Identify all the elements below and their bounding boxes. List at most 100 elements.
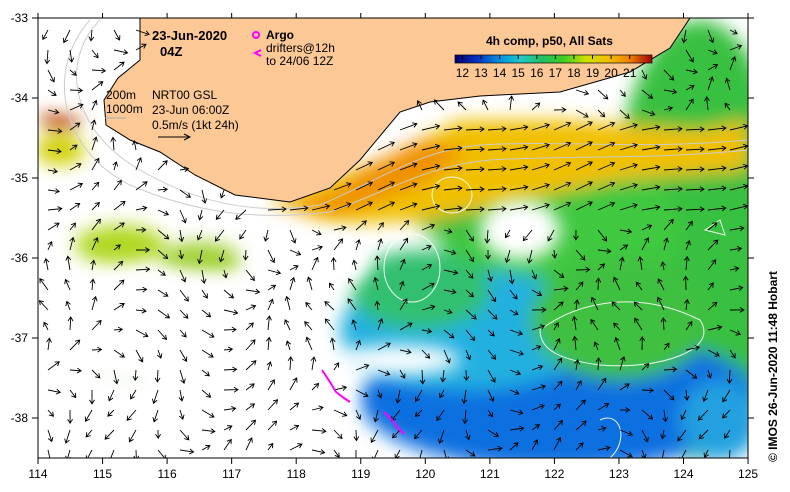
current-arrow — [311, 405, 324, 412]
current-arrow — [641, 144, 661, 151]
current-arrow — [223, 326, 237, 333]
current-arrow — [414, 429, 423, 440]
contour-1000m-label: 1000m — [106, 102, 143, 116]
current-arrow — [304, 321, 313, 331]
current-arrow — [223, 406, 237, 412]
current-arrow — [67, 409, 73, 425]
current-arrow — [91, 218, 101, 231]
current-arrow — [113, 61, 125, 71]
current-arrow — [509, 204, 529, 211]
current-arrow — [201, 349, 214, 358]
current-arrow — [419, 369, 426, 385]
colorbar-tick-label: 20 — [604, 66, 618, 80]
current-arrow — [179, 369, 186, 385]
current-arrow — [133, 449, 140, 458]
current-arrow — [465, 349, 472, 361]
current-arrow — [421, 282, 435, 291]
current-arrow — [663, 389, 675, 401]
current-arrow — [333, 449, 340, 458]
current-arrow — [619, 143, 639, 151]
current-arrow — [575, 121, 593, 131]
current-arrow — [377, 221, 384, 231]
current-arrow — [619, 449, 633, 458]
current-arrow — [355, 339, 362, 351]
current-arrow — [267, 399, 279, 411]
current-arrow — [91, 136, 98, 151]
current-arrow — [531, 364, 544, 371]
current-arrow — [62, 29, 71, 44]
current-arrow — [287, 356, 294, 371]
current-arrow — [201, 329, 215, 338]
current-arrow — [245, 383, 255, 391]
current-arrow — [421, 328, 433, 334]
current-arrow — [179, 209, 187, 224]
current-arrow — [597, 201, 616, 211]
current-arrow — [371, 449, 379, 458]
current-arrow — [289, 402, 300, 411]
current-arrow — [47, 240, 53, 251]
current-arrow — [531, 424, 540, 431]
y-tick-label: -33 — [11, 11, 29, 25]
x-tick-label: 114 — [28, 467, 47, 481]
current-arrow — [201, 369, 211, 377]
current-arrow — [575, 399, 586, 411]
current-arrow — [157, 269, 166, 276]
current-arrow — [531, 203, 551, 211]
colorbar-tick-label: 19 — [586, 66, 600, 80]
current-arrow — [553, 161, 572, 171]
current-arrow — [157, 249, 169, 260]
current-arrow — [707, 63, 719, 71]
current-arrow — [305, 336, 313, 351]
current-arrow — [65, 255, 72, 271]
current-arrow — [355, 449, 357, 458]
current-arrow — [487, 429, 500, 437]
current-arrow — [310, 356, 317, 371]
current-scale-label: 0.5m/s (1kt 24h) — [152, 118, 239, 132]
current-arrow — [88, 29, 95, 42]
current-arrow — [394, 449, 401, 458]
current-arrow — [436, 409, 445, 422]
current-arrow — [214, 229, 225, 242]
current-arrow — [135, 226, 147, 233]
current-arrow — [597, 248, 612, 254]
current-arrow — [575, 161, 593, 171]
current-arrow — [289, 424, 300, 431]
current-arrow — [575, 442, 584, 451]
current-arrow — [575, 281, 584, 291]
current-time-label: 23-Jun 06:00Z — [152, 103, 230, 117]
current-arrow — [531, 143, 551, 151]
current-arrow — [132, 139, 138, 151]
current-arrow — [482, 99, 489, 111]
current-arrow — [267, 206, 287, 213]
current-arrow — [641, 449, 647, 458]
current-arrow — [399, 162, 418, 171]
current-arrow — [685, 345, 701, 351]
current-arrow — [707, 165, 727, 172]
current-arrow — [575, 420, 587, 431]
current-arrow — [531, 345, 542, 351]
colorbar-tick-label: 17 — [549, 66, 563, 80]
current-arrow — [373, 276, 379, 291]
current-arrow — [443, 249, 457, 256]
current-arrow — [179, 349, 188, 363]
current-arrow — [726, 369, 733, 384]
current-arrow — [47, 361, 60, 371]
current-arrow — [611, 301, 621, 311]
current-arrow — [311, 229, 322, 236]
current-arrow — [707, 324, 723, 331]
current-arrow — [421, 123, 441, 131]
current-arrow — [201, 444, 211, 451]
current-arrow — [639, 336, 646, 351]
current-arrow — [333, 429, 343, 440]
current-arrow — [38, 299, 49, 311]
current-arrow — [135, 329, 149, 338]
current-arrow — [685, 146, 705, 153]
y-tick-label: -35 — [11, 171, 29, 185]
current-arrow — [619, 256, 625, 271]
x-tick-label: 119 — [351, 467, 370, 481]
current-arrow — [110, 449, 115, 458]
current-arrow — [656, 296, 665, 311]
current-arrow — [135, 349, 144, 363]
current-arrow — [553, 285, 569, 292]
current-arrow — [376, 389, 383, 399]
